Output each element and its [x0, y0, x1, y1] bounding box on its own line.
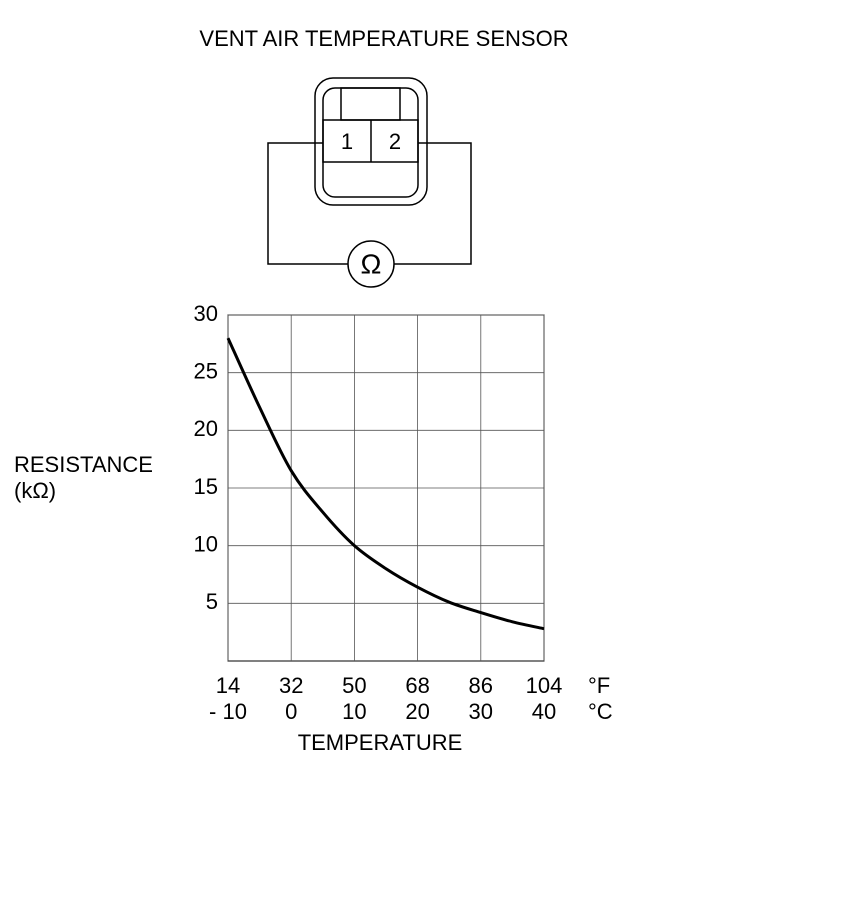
x-tick-label: - 10: [209, 699, 247, 724]
x2-tick-label: 50: [342, 673, 366, 698]
x-tick-label: 30: [469, 699, 493, 724]
y-axis-label: RESISTANCE: [14, 452, 153, 477]
x2-tick-label: 14: [216, 673, 240, 698]
y-tick-label: 20: [194, 416, 218, 441]
connector-tab: [340, 87, 401, 121]
x-axis-label: TEMPERATURE: [298, 730, 463, 755]
x2-tick-label: 68: [405, 673, 429, 698]
x-tick-label: 0: [285, 699, 297, 724]
x2-unit: °F: [588, 673, 610, 698]
connector: 1 2 Ω: [267, 77, 472, 288]
ohmmeter: [347, 240, 395, 288]
x-tick-label: 20: [405, 699, 429, 724]
y-tick-label: 25: [194, 358, 218, 383]
y-tick-label: 5: [206, 589, 218, 614]
x-tick-label: 40: [532, 699, 556, 724]
x2-tick-label: 86: [469, 673, 493, 698]
y-tick-label: 30: [194, 301, 218, 326]
pin-label: 2: [389, 129, 401, 154]
x2-tick-label: 104: [526, 673, 563, 698]
wire: [394, 142, 472, 265]
x2-tick-label: 32: [279, 673, 303, 698]
curve: [226, 337, 545, 631]
connector-body: [314, 77, 428, 206]
y-tick-label: 10: [194, 531, 218, 556]
diagram-title: VENT AIR TEMPERATURE SENSOR: [199, 26, 568, 51]
pin-label: 1: [341, 129, 353, 154]
x-tick-label: 10: [342, 699, 366, 724]
wire: [267, 142, 348, 265]
y-axis-label: (kΩ): [14, 478, 56, 503]
y-tick-label: 15: [194, 474, 218, 499]
ohm-symbol: Ω: [361, 248, 382, 279]
x-unit: °C: [588, 699, 613, 724]
